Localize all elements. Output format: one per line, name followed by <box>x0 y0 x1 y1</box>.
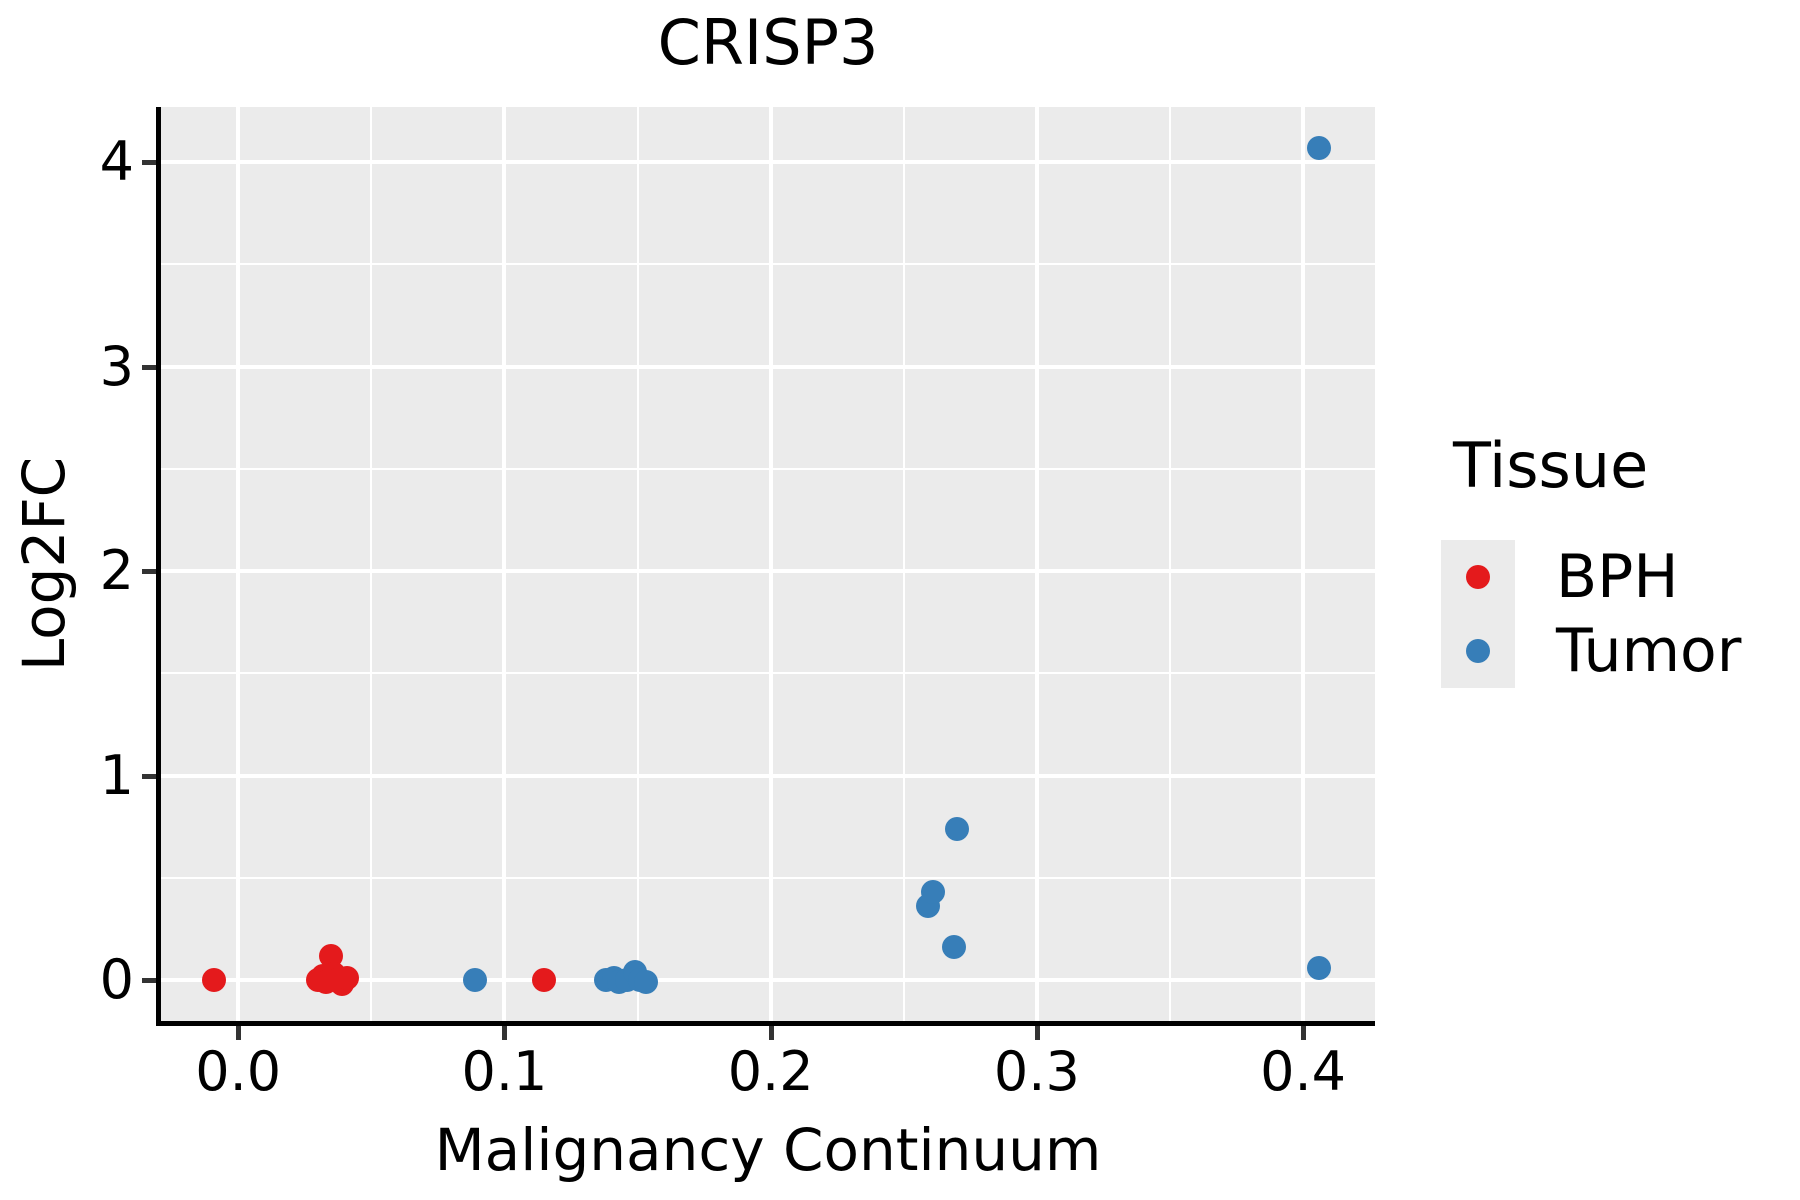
data-point-bph <box>532 968 557 993</box>
x-tick-label: 0.1 <box>461 1040 548 1103</box>
bph-legend-dot-icon <box>1466 565 1490 589</box>
y-major-gridline <box>161 978 1375 983</box>
y-tick-label: 1 <box>99 743 134 807</box>
plot-panel <box>161 107 1375 1021</box>
y-minor-gridline <box>161 672 1375 675</box>
x-major-gridline <box>1301 107 1306 1021</box>
y-major-gridline <box>161 160 1375 165</box>
data-point-tumor <box>1307 135 1332 160</box>
x-tick-label: 0.4 <box>1260 1040 1347 1103</box>
y-minor-gridline <box>161 467 1375 470</box>
data-point-tumor <box>942 935 967 960</box>
y-axis-line <box>156 107 161 1026</box>
x-tick-label: 0.3 <box>993 1040 1080 1103</box>
data-point-tumor <box>921 880 946 905</box>
data-point-bph <box>335 966 360 991</box>
y-minor-gridline <box>161 263 1375 266</box>
y-tick-label: 0 <box>99 948 134 1012</box>
tumor-legend-dot-icon <box>1466 639 1490 663</box>
y-major-gridline <box>161 364 1375 369</box>
x-tick-mark <box>1301 1026 1307 1040</box>
data-point-bph <box>202 968 227 993</box>
data-point-tumor <box>1307 955 1332 980</box>
x-tick-label: 0.0 <box>195 1040 282 1103</box>
data-point-tumor <box>463 968 488 993</box>
y-tick-mark <box>142 364 156 370</box>
x-major-gridline <box>768 107 773 1021</box>
y-tick-label: 4 <box>99 130 134 194</box>
x-tick-mark <box>768 1026 774 1040</box>
legend-key-tumor <box>1441 614 1515 688</box>
legend-title: Tissue <box>1453 429 1649 502</box>
x-minor-gridline <box>636 107 639 1021</box>
y-tick-mark <box>142 160 156 166</box>
x-tick-label: 0.2 <box>727 1040 814 1103</box>
x-tick-mark <box>1034 1026 1040 1040</box>
x-tick-mark <box>502 1026 508 1040</box>
y-major-gridline <box>161 569 1375 574</box>
y-tick-label: 3 <box>99 334 134 398</box>
x-minor-gridline <box>902 107 905 1021</box>
x-axis-line <box>156 1021 1375 1026</box>
x-major-gridline <box>502 107 507 1021</box>
legend-key-bph <box>1441 540 1515 614</box>
x-major-gridline <box>236 107 241 1021</box>
legend-label-bph: BPH <box>1556 542 1679 612</box>
data-point-tumor <box>945 816 970 841</box>
x-tick-mark <box>236 1026 242 1040</box>
y-major-gridline <box>161 773 1375 778</box>
y-tick-label: 2 <box>99 539 134 603</box>
data-point-tumor <box>633 970 658 995</box>
legend-label-tumor: Tumor <box>1556 616 1742 686</box>
y-tick-mark <box>142 569 156 575</box>
x-axis-title: Malignancy Continuum <box>434 1116 1102 1184</box>
plot-title: CRISP3 <box>657 6 879 79</box>
y-minor-gridline <box>161 876 1375 879</box>
x-minor-gridline <box>1169 107 1171 1021</box>
y-tick-mark <box>142 978 156 984</box>
x-major-gridline <box>1034 107 1039 1021</box>
y-tick-mark <box>142 773 156 779</box>
x-minor-gridline <box>370 107 373 1021</box>
